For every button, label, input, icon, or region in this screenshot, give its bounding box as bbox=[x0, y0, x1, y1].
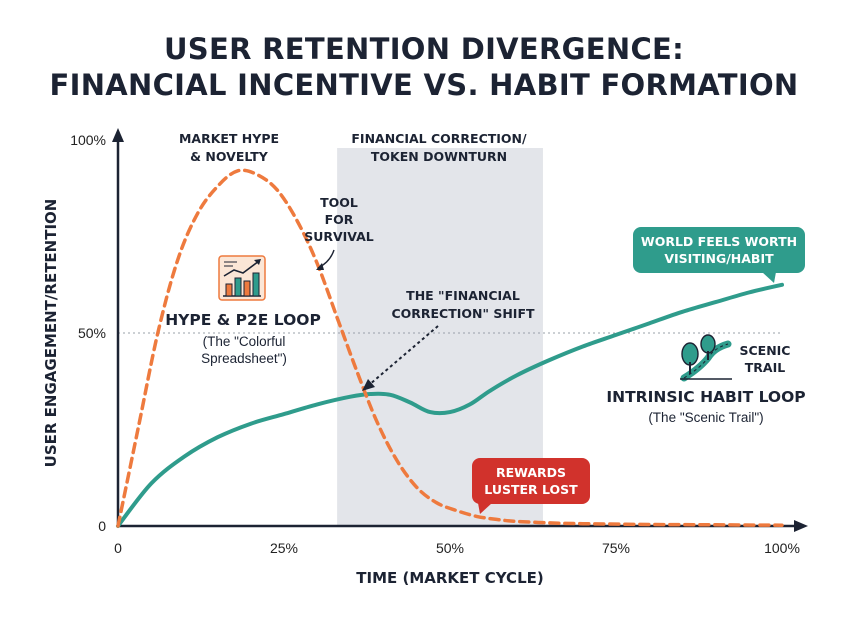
x-tick-label: 25% bbox=[270, 540, 298, 556]
band-label-1: FINANCIAL CORRECTION/ bbox=[351, 131, 527, 146]
tool-label-1: TOOL bbox=[320, 195, 358, 210]
x-tick-label: 100% bbox=[764, 540, 800, 556]
tool-pointer-arrowhead bbox=[316, 263, 324, 270]
tool-label-2: FOR bbox=[325, 212, 354, 227]
x-axis-arrow bbox=[794, 520, 808, 532]
series-line-hype bbox=[116, 168, 784, 528]
x-tick-label: 75% bbox=[602, 540, 630, 556]
rewards-badge-line-1: REWARDS bbox=[496, 465, 566, 480]
market-hype-label-1: MARKET HYPE bbox=[179, 131, 279, 146]
y-axis-arrow bbox=[112, 128, 124, 142]
market-hype-label-2: & NOVELTY bbox=[190, 149, 269, 164]
shift-pointer-arrowhead bbox=[362, 379, 375, 391]
x-axis-label: TIME (MARKET CYCLE) bbox=[356, 569, 543, 587]
hype-loop-title: HYPE & P2E LOOP bbox=[165, 311, 321, 329]
bar-chart-growth-icon bbox=[218, 255, 266, 301]
chart-title-line-1: USER RETENTION DIVERGENCE: bbox=[163, 32, 685, 66]
scenic-label-1: SCENIC bbox=[739, 343, 790, 358]
chart-title-line-2: FINANCIAL INCENTIVE VS. HABIT FORMATION bbox=[49, 68, 799, 102]
x-tick-label: 50% bbox=[436, 540, 464, 556]
tool-label-3: SURVIVAL bbox=[304, 229, 374, 244]
x-tick-label: 0 bbox=[114, 540, 122, 556]
y-tick-labels: 0 50% 100% bbox=[70, 132, 106, 534]
rewards-badge-line-2: LUSTER LOST bbox=[484, 482, 578, 497]
y-axis-label: USER ENGAGEMENT/RETENTION bbox=[42, 199, 60, 468]
shift-label-1: THE "FINANCIAL bbox=[406, 288, 520, 303]
world-badge-line-2: VISITING/HABIT bbox=[664, 251, 774, 266]
shift-label-2: CORRECTION" SHIFT bbox=[391, 306, 535, 321]
y-tick-label: 100% bbox=[70, 132, 106, 148]
y-tick-label: 50% bbox=[78, 325, 106, 341]
hype-loop-sub-2: Spreadsheet") bbox=[201, 351, 287, 366]
hype-loop-sub-1: (The "Colorful bbox=[203, 334, 286, 349]
series-line-habit bbox=[116, 282, 784, 528]
y-tick-label: 0 bbox=[98, 518, 106, 534]
rewards-luster-lost-badge: REWARDS LUSTER LOST bbox=[472, 458, 590, 514]
habit-loop-title: INTRINSIC HABIT LOOP bbox=[606, 388, 805, 406]
world-feels-worth-badge: WORLD FEELS WORTH VISITING/HABIT bbox=[633, 227, 805, 283]
habit-loop-sub: (The "Scenic Trail") bbox=[648, 410, 763, 425]
scenic-label-2: TRAIL bbox=[745, 360, 785, 375]
band-label-2: TOKEN DOWNTURN bbox=[371, 149, 507, 164]
scenic-trail-trees-icon bbox=[680, 334, 732, 382]
x-tick-labels: 0 25% 50% 75% 100% bbox=[114, 540, 800, 556]
world-badge-line-1: WORLD FEELS WORTH bbox=[641, 234, 797, 249]
